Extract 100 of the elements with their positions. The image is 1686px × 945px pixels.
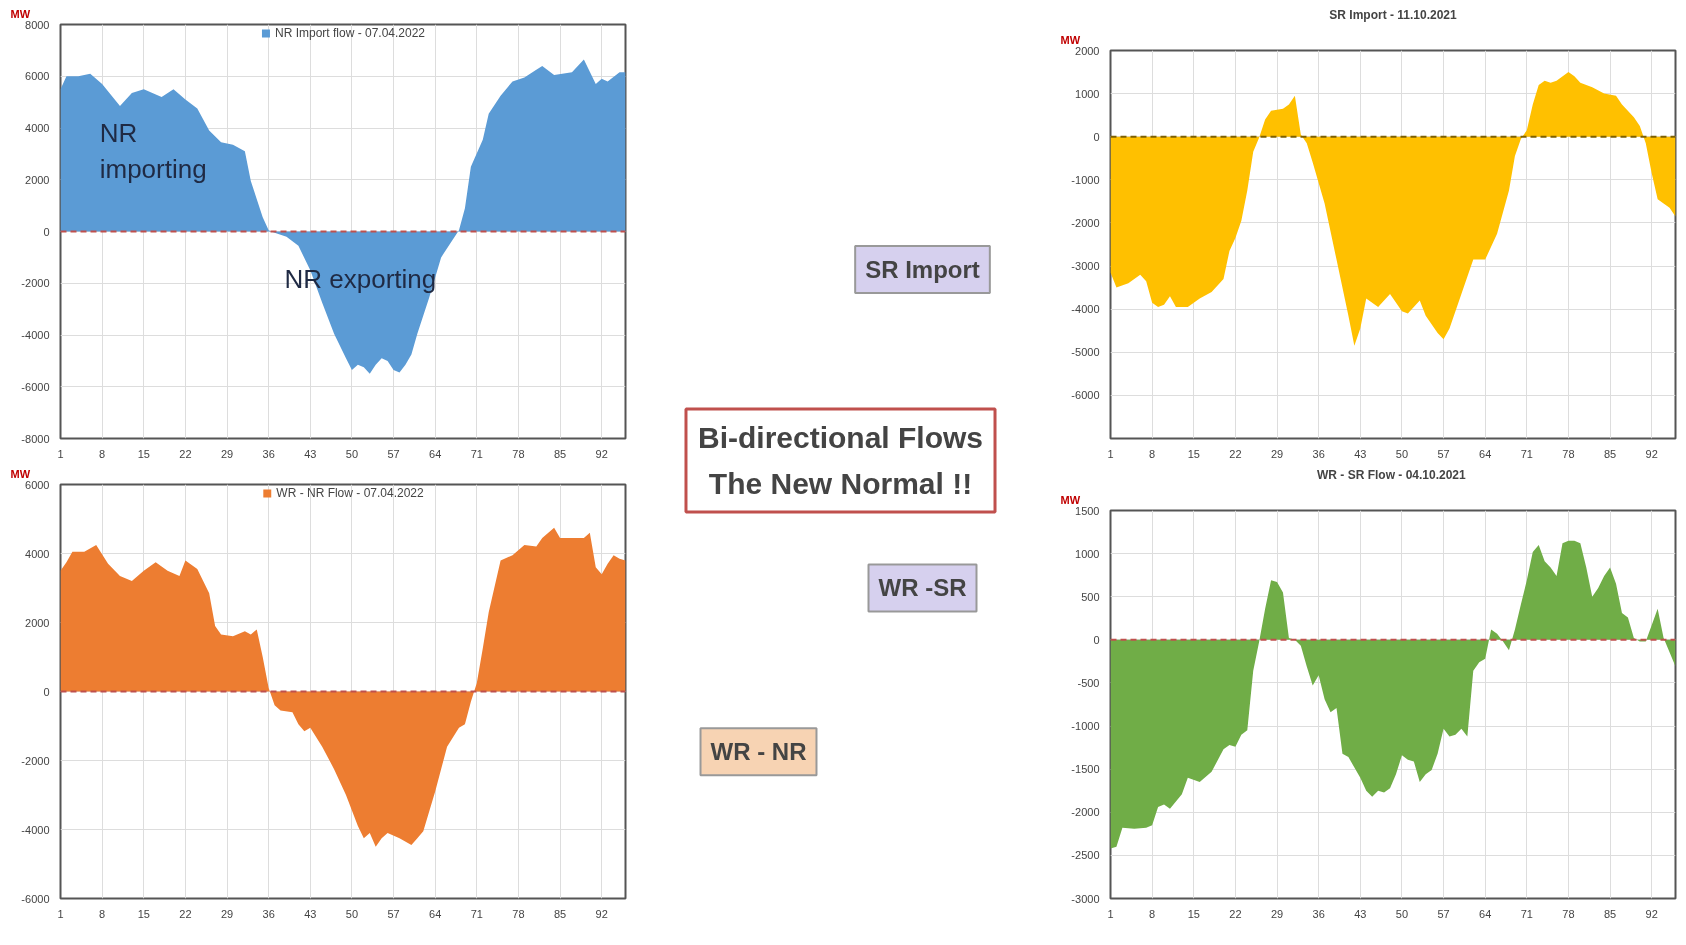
text: WR - NR xyxy=(710,738,807,766)
x-tick-label: 29 xyxy=(220,447,234,460)
y-tick-label: -4000 xyxy=(21,823,50,836)
y-tick-label: 1500 xyxy=(1075,504,1100,517)
y-tick-label: 2000 xyxy=(25,173,50,186)
y-tick-label: -8000 xyxy=(21,432,50,445)
y-tick-label: -6000 xyxy=(21,380,50,393)
x-tick-label: 36 xyxy=(1312,447,1325,460)
x-tick-label: 1 xyxy=(1107,447,1114,460)
x-tick-label: 57 xyxy=(387,907,400,920)
y-axis-title: MW xyxy=(10,7,31,20)
x-tick-label: 78 xyxy=(512,907,525,920)
x-tick-label: 78 xyxy=(512,447,525,460)
x-tick-label: 29 xyxy=(1270,907,1284,920)
x-tick-label: 8 xyxy=(99,907,106,920)
y-tick-label: -1000 xyxy=(1071,720,1100,733)
x-tick-label: 36 xyxy=(262,907,275,920)
y-tick-label: -6000 xyxy=(21,892,50,905)
y-tick-label: -3000 xyxy=(1071,260,1100,273)
y-tick-label: -4000 xyxy=(1071,303,1100,316)
x-tick-label: 1 xyxy=(57,447,64,460)
annotation: NR importing xyxy=(99,117,207,184)
x-tick-label: 22 xyxy=(1229,907,1242,920)
y-tick-label: -1500 xyxy=(1071,763,1100,776)
y-tick-label: 0 xyxy=(43,685,50,698)
y-axis-title: MW xyxy=(10,467,31,480)
x-tick-label: 85 xyxy=(1603,907,1617,920)
x-tick-label: 92 xyxy=(1645,447,1658,460)
text: SR Import xyxy=(865,255,980,283)
x-tick-label: 15 xyxy=(137,447,150,460)
x-tick-label: 57 xyxy=(387,447,400,460)
x-tick-label: 64 xyxy=(1479,907,1492,920)
y-tick-label: -1000 xyxy=(1071,173,1100,186)
x-tick-label: 43 xyxy=(1354,907,1367,920)
x-tick-label: 64 xyxy=(429,907,442,920)
x-tick-label: 22 xyxy=(179,447,192,460)
x-tick-label: 22 xyxy=(1229,447,1242,460)
y-tick-label: -500 xyxy=(1077,676,1100,689)
y-tick-label: -6000 xyxy=(1071,389,1100,402)
x-tick-label: 1 xyxy=(1107,907,1114,920)
legend-label: WR - NR Flow - 07.04.2022 xyxy=(276,486,424,500)
y-tick-label: 2000 xyxy=(25,616,50,629)
chart-title: SR Import - 11.10.2021 xyxy=(1329,7,1458,22)
legend-label: NR Import flow - 07.04.2022 xyxy=(274,26,426,40)
x-tick-label: 43 xyxy=(304,447,317,460)
x-tick-label: 71 xyxy=(470,907,483,920)
x-tick-label: 71 xyxy=(1520,447,1533,460)
y-tick-label: -5000 xyxy=(1071,346,1100,359)
y-tick-label: -2500 xyxy=(1071,849,1100,862)
x-tick-label: 36 xyxy=(262,447,275,460)
x-tick-label: 43 xyxy=(304,907,317,920)
x-tick-label: 15 xyxy=(137,907,150,920)
y-axis-title: MW xyxy=(1060,33,1081,46)
x-tick-label: 57 xyxy=(1437,907,1450,920)
y-tick-label: 8000 xyxy=(25,18,50,31)
text: WR -SR xyxy=(878,574,967,602)
y-tick-label: -2000 xyxy=(1071,216,1100,229)
x-tick-label: 85 xyxy=(1603,447,1617,460)
y-tick-label: 6000 xyxy=(25,478,50,491)
x-tick-label: 1 xyxy=(57,907,64,920)
x-tick-label: 50 xyxy=(1395,907,1409,920)
x-tick-label: 8 xyxy=(99,447,106,460)
x-tick-label: 29 xyxy=(1270,447,1284,460)
text: Bi-directional Flows The New Normal !! xyxy=(697,420,984,501)
y-tick-label: -2000 xyxy=(21,277,50,290)
x-tick-label: 22 xyxy=(179,907,192,920)
x-tick-label: 71 xyxy=(1520,907,1533,920)
x-tick-label: 50 xyxy=(1395,447,1409,460)
y-tick-label: 4000 xyxy=(25,122,50,134)
x-tick-label: 8 xyxy=(1149,907,1156,920)
y-tick-label: 6000 xyxy=(25,70,50,83)
x-tick-label: 50 xyxy=(345,907,359,920)
y-tick-label: 4000 xyxy=(25,547,50,560)
x-tick-label: 50 xyxy=(345,447,359,460)
y-tick-label: -4000 xyxy=(21,329,50,341)
x-tick-label: 15 xyxy=(1187,907,1200,920)
x-tick-label: 57 xyxy=(1437,447,1450,460)
y-tick-label: -2000 xyxy=(1071,806,1100,819)
x-tick-label: 64 xyxy=(429,447,442,460)
chart-title: WR - SR Flow - 04.10.2021 xyxy=(1316,467,1467,482)
y-tick-label: -2000 xyxy=(21,754,50,767)
x-tick-label: 92 xyxy=(595,447,608,460)
x-tick-label: 43 xyxy=(1354,447,1367,460)
x-tick-label: 85 xyxy=(553,907,567,920)
y-tick-label: 1000 xyxy=(1075,547,1100,560)
y-tick-label: 1000 xyxy=(1075,87,1100,100)
x-tick-label: 78 xyxy=(1562,907,1575,920)
y-tick-label: 0 xyxy=(1093,130,1100,143)
y-tick-label: 0 xyxy=(1093,633,1100,646)
x-tick-label: 85 xyxy=(553,447,567,460)
y-axis-title: MW xyxy=(1060,493,1081,506)
x-tick-label: 78 xyxy=(1562,447,1575,460)
y-tick-label: 0 xyxy=(43,225,50,238)
x-tick-label: 92 xyxy=(1645,907,1658,920)
x-tick-label: 8 xyxy=(1149,447,1156,460)
x-tick-label: 64 xyxy=(1479,447,1492,460)
x-tick-label: 29 xyxy=(220,907,234,920)
x-tick-label: 92 xyxy=(595,907,608,920)
x-tick-label: 71 xyxy=(470,447,483,460)
y-tick-label: 2000 xyxy=(1075,44,1100,57)
